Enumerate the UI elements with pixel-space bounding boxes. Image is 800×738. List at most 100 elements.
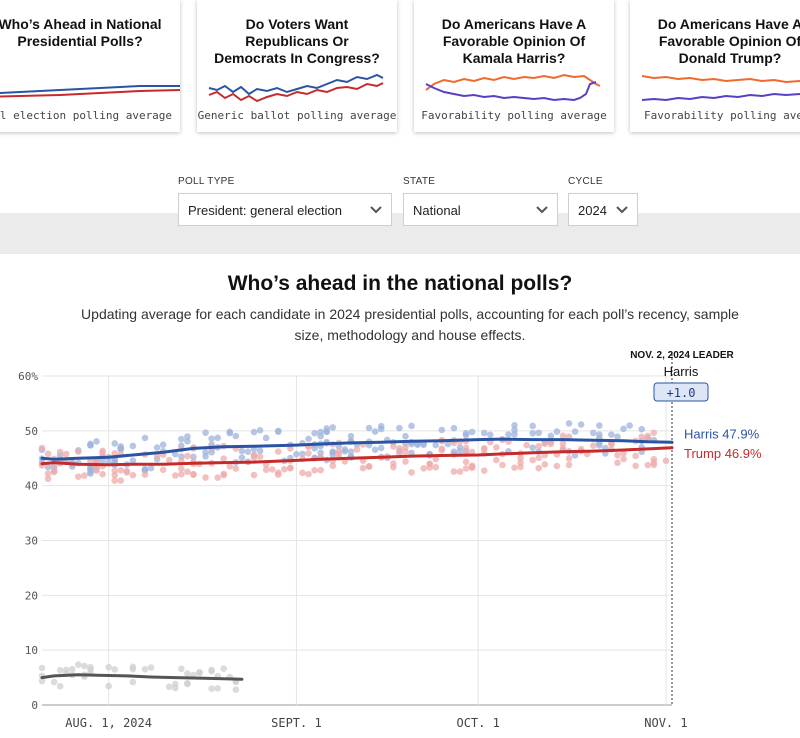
leader-margin: +1.0	[667, 386, 696, 400]
poll-dot	[402, 432, 409, 440]
poll-dot	[305, 435, 312, 443]
card-title: Do Americans Have A Favorable Opinion Of…	[441, 16, 587, 66]
x-tick-label: AUG. 1, 2024	[65, 716, 152, 730]
y-tick-label: 50	[25, 425, 38, 438]
poll-dot	[323, 428, 331, 436]
poll-dot	[365, 463, 373, 470]
poll-dot	[111, 471, 118, 479]
poll-dot	[281, 465, 288, 473]
poll-dot	[638, 433, 646, 441]
series-line	[40, 446, 674, 467]
poll-dot	[329, 424, 337, 431]
card-sparkline	[208, 73, 384, 103]
card-sparkline	[0, 85, 180, 98]
poll-dot	[178, 471, 185, 478]
card-title: Who’s Ahead in National Presidential Pol…	[0, 16, 162, 49]
poll-dot	[202, 449, 209, 456]
poll-dot	[329, 448, 337, 456]
poll-dot	[317, 449, 324, 457]
poll-dot	[517, 454, 524, 462]
poll-dot	[129, 442, 137, 450]
poll-dot	[50, 678, 58, 686]
poll-dot	[541, 461, 549, 468]
poll-dot	[396, 424, 403, 432]
poll-dot	[111, 477, 118, 484]
poll-dot	[293, 450, 300, 458]
poll-dot	[214, 474, 221, 481]
poll-dot	[547, 432, 555, 440]
poll-dot	[662, 457, 670, 465]
poll-dot	[268, 466, 276, 473]
poll-dot	[202, 429, 209, 437]
poll-dot	[402, 458, 409, 465]
poll-dot	[480, 429, 488, 437]
poll-dot	[347, 448, 355, 455]
poll-dot	[535, 454, 543, 462]
poll-dot	[408, 469, 415, 476]
poll-dot	[44, 470, 52, 477]
card-subtitle: Favorability polling average	[421, 109, 607, 122]
card-subtitle: Favorability polling avera	[644, 109, 800, 122]
poll-dot	[438, 445, 446, 452]
poll-dot	[390, 463, 397, 471]
poll-dot	[644, 432, 652, 440]
poll-dot	[432, 463, 440, 471]
poll-dot	[535, 464, 543, 472]
poll-dot	[614, 433, 621, 440]
state-select[interactable]: National	[403, 193, 558, 226]
poll-dot	[450, 448, 458, 456]
card-generic-ballot[interactable]: Do Voters Want Republicans Or Democrats …	[197, 0, 397, 132]
poll-dot	[220, 665, 228, 672]
poll-dot	[638, 425, 646, 433]
poll-dot	[87, 666, 94, 673]
poll-dot	[432, 441, 440, 449]
poll-dot	[44, 475, 52, 483]
cycle-select[interactable]: 2024	[568, 193, 638, 226]
poll-dot	[87, 457, 94, 465]
leader-name: Harris	[664, 364, 699, 379]
poll-dot	[511, 426, 518, 434]
poll-dot	[99, 470, 106, 478]
poll-dot	[171, 472, 179, 479]
poll-dot	[238, 447, 246, 455]
poll-dot	[589, 429, 597, 437]
poll-dot	[208, 685, 215, 692]
card-title: Do Voters Want Republicans Or Democrats …	[214, 16, 380, 66]
poll-dot	[438, 426, 446, 434]
poll-dot	[596, 422, 603, 429]
y-tick-label: 20	[25, 589, 38, 602]
poll-dot	[402, 448, 409, 455]
poll-dot	[353, 446, 361, 453]
poll-dot	[38, 664, 46, 672]
poll-dot	[208, 666, 215, 674]
card-subtitle: Generic ballot polling average	[197, 109, 397, 122]
card-trump-favorability[interactable]: Do Americans Have A Favorable Opinion Of…	[630, 0, 800, 132]
poll-dot	[238, 454, 246, 461]
poll-dot	[262, 466, 270, 474]
poll-dot	[426, 464, 433, 471]
chart-subtitle: Updating average for each candidate in 2…	[81, 306, 739, 343]
poll-dot	[589, 442, 597, 449]
chevron-down-icon	[536, 206, 548, 214]
poll-dot	[129, 678, 137, 686]
poll-dot	[450, 424, 458, 432]
poll-dot	[480, 467, 488, 474]
poll-dot	[468, 428, 476, 436]
poll-dot	[75, 661, 82, 668]
poll-dot	[111, 666, 118, 673]
poll-dot	[499, 461, 506, 469]
card-national-polls[interactable]: Who’s Ahead in National Presidential Pol…	[0, 0, 180, 132]
x-tick-label: SEPT. 1	[271, 716, 322, 730]
poll-dot	[75, 473, 82, 480]
x-tick-label: NOV. 1	[644, 716, 687, 730]
poll-dot	[559, 445, 567, 452]
poll-dot	[141, 665, 149, 673]
poll-type-select[interactable]: President: general election	[178, 193, 392, 226]
card-harris-favorability[interactable]: Do Americans Have A Favorable Opinion Of…	[414, 0, 614, 132]
poll-dot	[632, 462, 639, 470]
chart-title: Who’s ahead in the national polls?	[227, 272, 573, 295]
poll-dot	[420, 465, 427, 472]
y-tick-label: 0	[31, 699, 38, 712]
poll-dot	[274, 428, 282, 435]
poll-dot	[226, 428, 234, 436]
